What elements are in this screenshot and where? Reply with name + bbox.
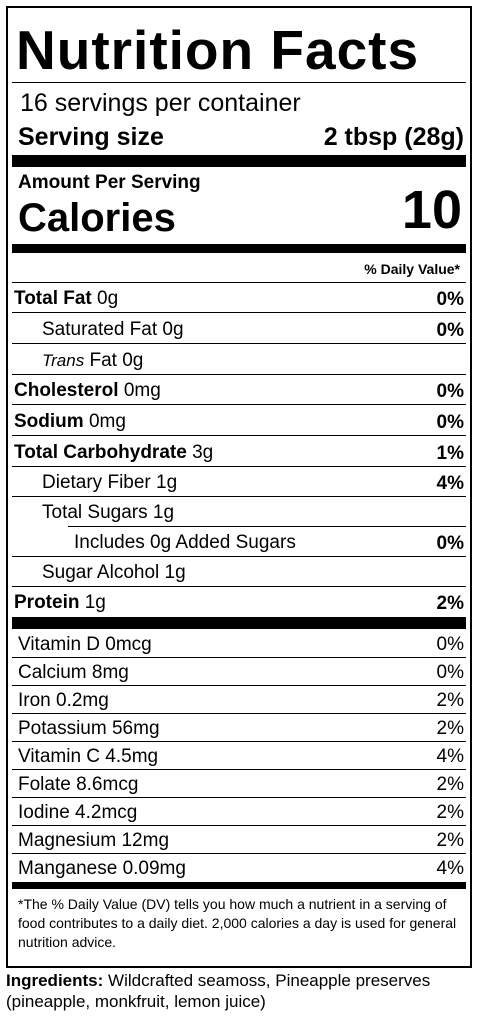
vitamin-row: Potassium 56mg 2% — [12, 714, 466, 742]
ingredients-label: Ingredients: — [6, 971, 104, 990]
nutrient-dv: 4% — [436, 473, 464, 494]
amount-per-serving: Amount Per Serving — [18, 172, 201, 193]
vitamin-dv: 4% — [436, 746, 464, 767]
vitamin-label: Iron 0.2mg — [18, 690, 109, 711]
nutrient-amount: 3g — [192, 442, 214, 463]
daily-value-header: % Daily Value* — [364, 261, 460, 277]
nutrient-amount: 0g — [162, 319, 184, 340]
nutrient-name: Sugar Alcohol — [42, 562, 160, 583]
nutrient-row-added-sugars: Includes 0g Added Sugars 0% — [12, 528, 466, 557]
nutrient-name: Saturated Fat — [42, 319, 158, 340]
nutrient-amount: 0mg — [88, 411, 126, 432]
vitamin-dv: 4% — [436, 858, 464, 879]
calories-label: Calories — [18, 196, 176, 240]
vitamin-label: Folate 8.6mcg — [18, 774, 139, 795]
thick-divider — [12, 155, 466, 167]
nutrient-row-total-fat: Total Fat 0g 0% — [12, 284, 466, 313]
nutrient-name: Dietary Fiber — [42, 472, 151, 493]
nutrient-dv: 0% — [436, 412, 464, 433]
vitamin-dv: 2% — [436, 774, 464, 795]
nutrition-facts-title: Nutrition Facts — [16, 19, 420, 81]
serving-size-label: Serving size — [18, 123, 164, 151]
calories-value: 10 — [401, 180, 462, 240]
nutrient-row-cholesterol: Cholesterol 0mg 0% — [12, 376, 466, 405]
vitamin-label: Magnesium 12mg — [18, 830, 170, 851]
nutrient-name: Total Sugars — [42, 502, 148, 523]
vitamin-row: Calcium 8mg 0% — [12, 658, 466, 686]
vitamin-label: Potassium 56mg — [18, 718, 160, 739]
nutrient-dv: 0% — [436, 320, 464, 341]
nutrient-dv: 0% — [436, 289, 464, 310]
medium-divider — [12, 882, 466, 889]
nutrient-row-saturated-fat: Saturated Fat 0g 0% — [12, 315, 466, 344]
vitamin-row: Vitamin C 4.5mg 4% — [12, 742, 466, 770]
vitamin-dv: 2% — [436, 690, 464, 711]
vitamin-dv: 0% — [436, 634, 464, 655]
nutrient-name: Total Fat — [14, 288, 92, 309]
thick-divider — [12, 617, 466, 629]
nutrient-name: Trans — [42, 351, 85, 370]
nutrient-row-protein: Protein 1g 2% — [12, 588, 466, 617]
vitamin-row: Iodine 4.2mcg 2% — [12, 798, 466, 826]
vitamin-label: Iodine 4.2mcg — [18, 802, 138, 823]
vitamin-label: Vitamin C 4.5mg — [18, 746, 159, 767]
nutrient-amount: 1g — [156, 472, 178, 493]
nutrient-name: Total Carbohydrate — [14, 442, 187, 463]
vitamin-row: Magnesium 12mg 2% — [12, 826, 466, 854]
vitamin-row: Folate 8.6mcg 2% — [12, 770, 466, 798]
vitamin-dv: 2% — [436, 718, 464, 739]
nutrient-name: Cholesterol — [14, 380, 119, 401]
nutrient-row-total-sugars: Total Sugars 1g — [12, 498, 466, 527]
vitamin-dv: 2% — [436, 802, 464, 823]
nutrient-amount: 1g — [164, 562, 186, 583]
nutrient-dv: 0% — [436, 533, 464, 554]
nutrient-row-total-carbohydrate: Total Carbohydrate 3g 1% — [12, 438, 466, 467]
nutrient-dv: 0% — [436, 381, 464, 402]
nutrient-name: Protein — [14, 592, 80, 613]
nutrient-row-trans-fat: Trans Fat 0g — [12, 346, 466, 375]
nutrition-facts-panel: Nutrition Facts 16 servings per containe… — [6, 6, 472, 968]
nutrient-dv: 2% — [436, 593, 464, 614]
vitamin-dv: 2% — [436, 830, 464, 851]
divider — [12, 282, 466, 283]
divider — [12, 82, 466, 83]
vitamin-dv: 0% — [436, 662, 464, 683]
nutrient-row-sugar-alcohol: Sugar Alcohol 1g — [12, 558, 466, 587]
servings-per-container: 16 servings per container — [20, 89, 301, 117]
nutrient-dv: 1% — [436, 443, 464, 464]
vitamin-label: Vitamin D 0mcg — [18, 634, 152, 655]
nutrient-name: Includes 0g Added Sugars — [74, 532, 296, 553]
vitamin-label: Calcium 8mg — [18, 662, 129, 683]
medium-divider — [12, 244, 466, 253]
ingredients-block: Ingredients: Wildcrafted seamoss, Pineap… — [6, 970, 476, 1012]
nutrient-amount: 0g — [97, 288, 119, 309]
nutrient-name: Sodium — [14, 411, 84, 432]
daily-value-footnote: *The % Daily Value (DV) tells you how mu… — [18, 896, 457, 950]
nutrient-amount: 0mg — [123, 380, 161, 401]
nutrient-amount: 1g — [152, 502, 175, 523]
vitamin-row: Vitamin D 0mcg 0% — [12, 630, 466, 658]
nutrient-amount: 1g — [84, 592, 106, 613]
vitamin-label: Manganese 0.09mg — [18, 858, 186, 879]
nutrient-row-sodium: Sodium 0mg 0% — [12, 407, 466, 436]
nutrient-amount: Fat 0g — [89, 350, 144, 371]
vitamin-row: Iron 0.2mg 2% — [12, 686, 466, 714]
ingredients-text: Wildcrafted seamoss, Pineapple preserves… — [6, 971, 431, 1011]
nutrient-row-dietary-fiber: Dietary Fiber 1g 4% — [12, 468, 466, 497]
serving-size-value: 2 tbsp (28g) — [323, 123, 464, 151]
vitamin-row: Manganese 0.09mg 4% — [12, 854, 466, 882]
